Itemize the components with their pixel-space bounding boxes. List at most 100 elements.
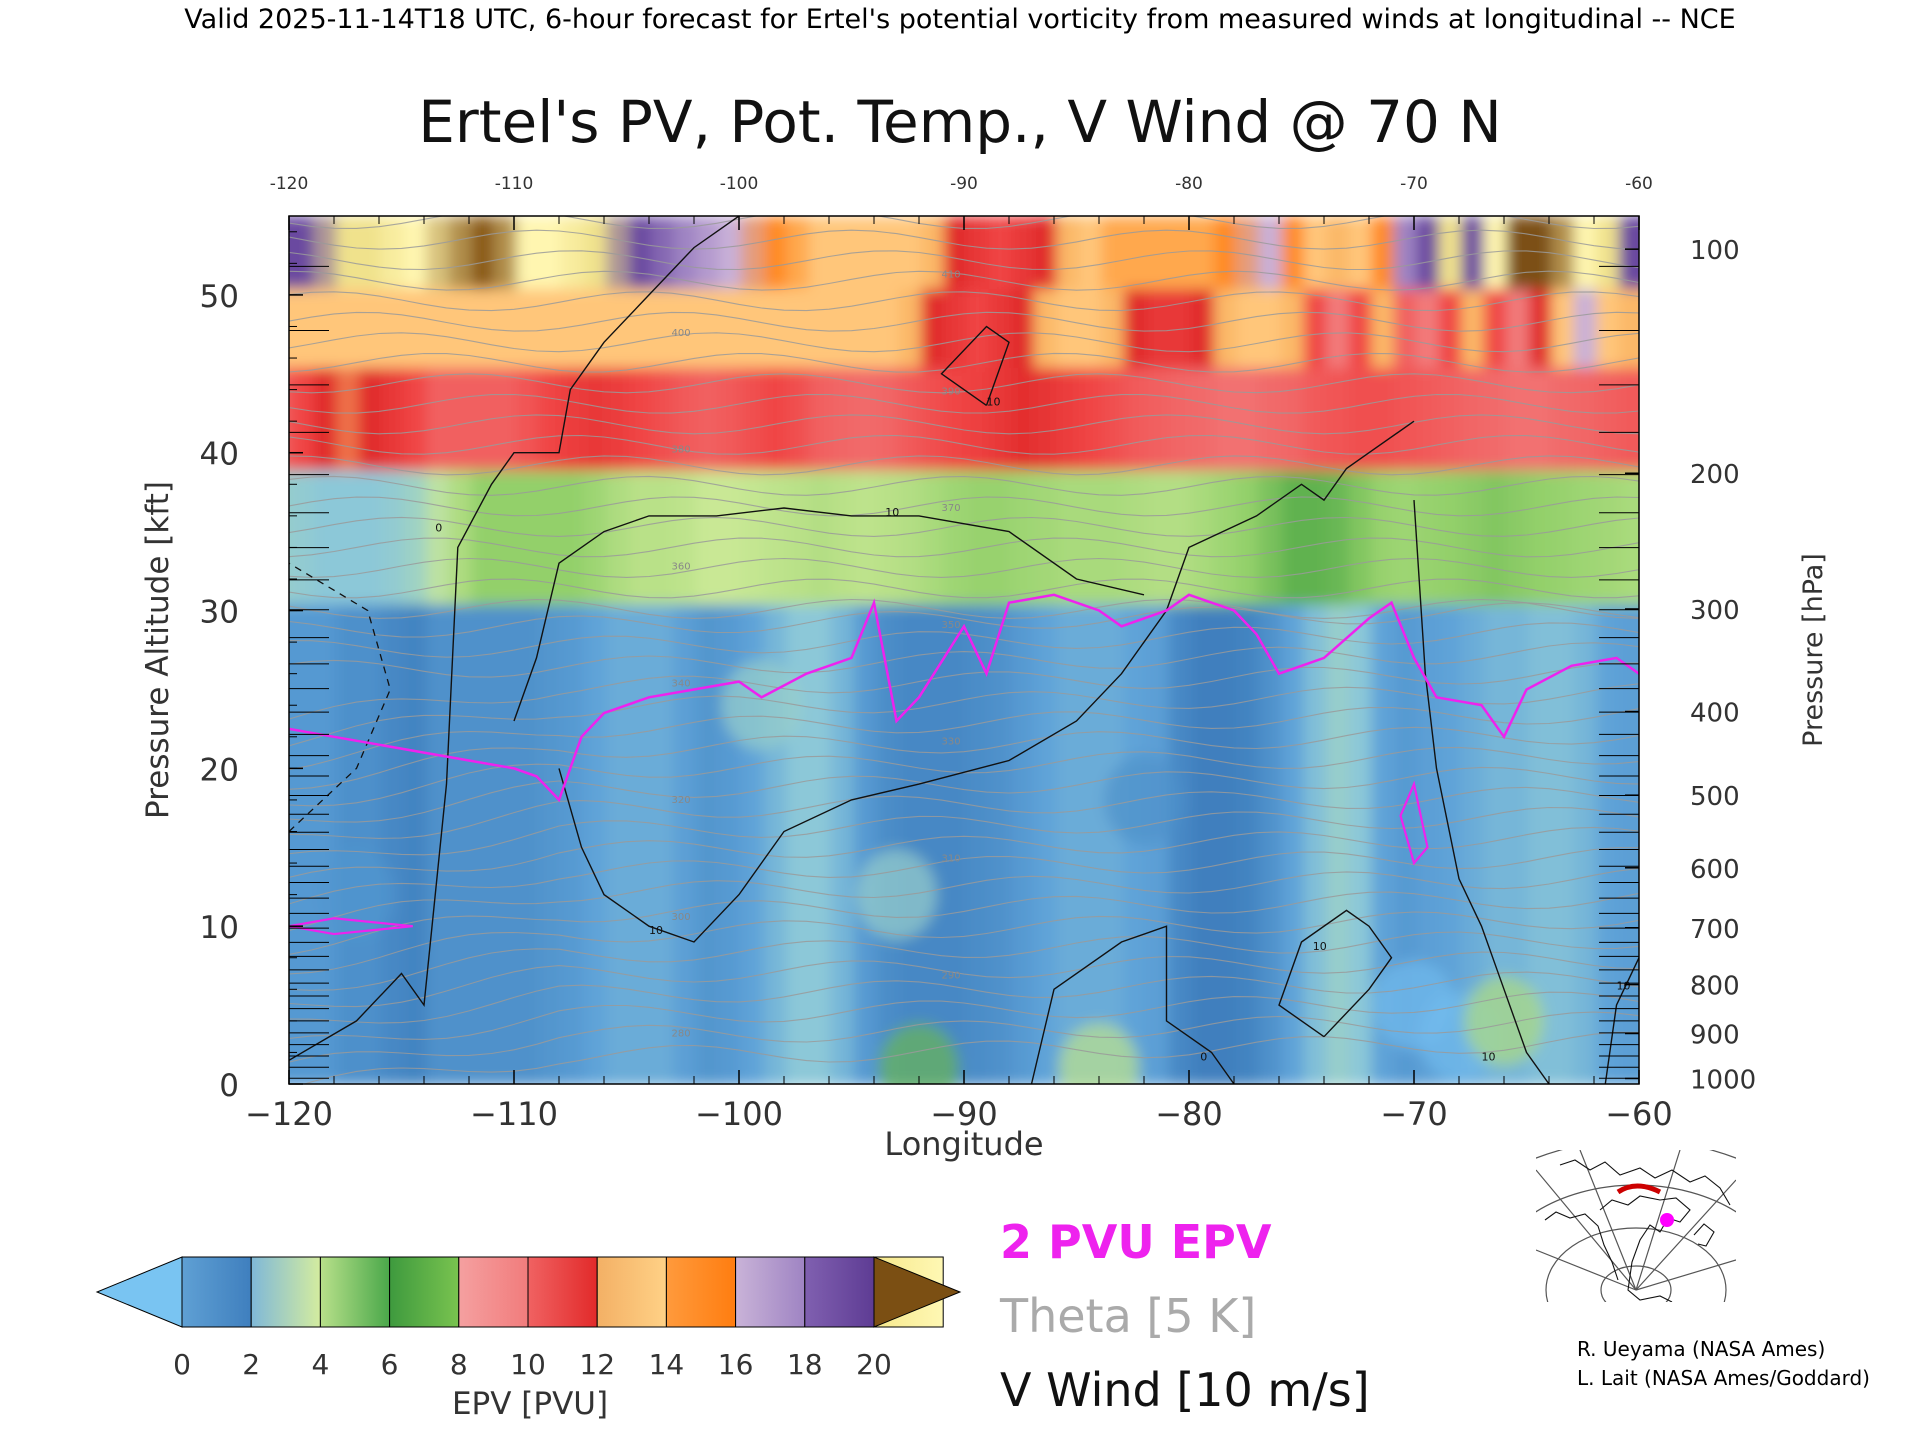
- inset-marker: [1660, 1213, 1674, 1227]
- theta-line: [289, 911, 1639, 975]
- theta-line: [289, 270, 1639, 291]
- colorbar-tick-label: 0: [173, 1348, 191, 1381]
- 2pvu-contour: [289, 593, 1639, 803]
- colorbar-under-arrow: [95, 1256, 183, 1328]
- top-x-tick-label: -90: [950, 174, 978, 194]
- theta-line: [289, 291, 1639, 312]
- credit-line-1: R. Ueyama (NASA Ames): [1577, 1337, 1825, 1361]
- theta-line: [289, 455, 1639, 476]
- colorbar-bin: [596, 1256, 667, 1328]
- pressure-tick-label: 100: [1690, 236, 1740, 266]
- legend-2pvu: 2 PVU EPV: [1000, 1215, 1272, 1269]
- x-tick-label: −80: [1155, 1095, 1223, 1133]
- top-x-tick-label: -60: [1625, 174, 1653, 194]
- colorbar-bin: [250, 1256, 321, 1328]
- pressure-tick-label: 700: [1690, 915, 1740, 945]
- theta-line: [289, 622, 1639, 658]
- colorbar-tick-label: 12: [579, 1348, 615, 1381]
- theta-line: [289, 1011, 1639, 1063]
- colorbar-label: EPV [PVU]: [452, 1386, 608, 1422]
- y-tick-label: 40: [200, 437, 239, 473]
- theta-line: [289, 602, 1639, 638]
- y-tick-label: 10: [200, 910, 239, 946]
- top-x-tick-label: -120: [270, 174, 309, 194]
- pressure-tick-label: 900: [1690, 1020, 1740, 1050]
- colorbar-tick-label: 2: [242, 1348, 260, 1381]
- pressure-tick-label: 800: [1690, 972, 1740, 1002]
- pressure-tick-label: 400: [1690, 699, 1740, 729]
- colorbar-over-arrow: [873, 1256, 962, 1328]
- epv-cell: [316, 849, 397, 940]
- epv-cell: [1618, 602, 1639, 1084]
- theta-label: 280: [672, 1029, 691, 1040]
- colorbar-bin: [804, 1256, 875, 1328]
- theta-label: 330: [942, 737, 961, 748]
- pressure-axis-label: Pressure [hPa]: [1798, 553, 1829, 747]
- colorbar-tick-label: 14: [649, 1348, 685, 1381]
- theta-line: [289, 806, 1639, 856]
- y-tick-label: 0: [219, 1068, 239, 1104]
- x-tick-label: −70: [1380, 1095, 1448, 1133]
- theta-line: [289, 598, 1639, 619]
- inset-track: [1616, 1183, 1662, 1195]
- pressure-tick-label: 1000: [1690, 1065, 1756, 1095]
- vwind-label: 10: [1313, 940, 1327, 953]
- vwind-contours: 0 10 10 10 10 0 10 10: [289, 216, 1639, 1084]
- theta-line: [289, 991, 1639, 1040]
- 2pvu-contour-island: [289, 917, 413, 936]
- colorbar-bin: [527, 1256, 598, 1328]
- pressure-tick-label: 500: [1690, 782, 1740, 812]
- x-axis-ticks: −120 −110 −100 −90 −80 −70 −60: [245, 216, 1673, 1133]
- vwind-label: 10: [987, 395, 1001, 408]
- vwind-label: 10: [649, 924, 663, 937]
- theta-label: 310: [942, 854, 961, 865]
- vwind-label: 10: [1482, 1050, 1496, 1063]
- epv-cell: [1618, 287, 1639, 368]
- colorbar: 0 2 4 6 8 10 12 14 16 18 20: [95, 1256, 962, 1381]
- vwind-line: [558, 420, 1415, 943]
- top-x-tick-label: -100: [720, 174, 759, 194]
- theta-line: [289, 250, 1639, 271]
- theta-line: [289, 766, 1639, 823]
- theta-label: 410: [942, 270, 961, 281]
- theta-line: [289, 931, 1639, 991]
- colorbar-tick-label: 10: [510, 1348, 546, 1381]
- theta-line: [289, 434, 1639, 455]
- colorbar-tick-label: 6: [381, 1348, 399, 1381]
- vwind-line: [1030, 925, 1235, 1084]
- theta-line: [289, 393, 1639, 414]
- theta-label: 290: [942, 970, 961, 981]
- vwind-label: 10: [1617, 979, 1631, 992]
- theta-line: [289, 662, 1639, 720]
- y-tick-label: 20: [200, 752, 239, 788]
- vwind-line: [1278, 909, 1393, 1038]
- epv-cell: [856, 849, 937, 940]
- credit-line-2: L. Lait (NASA Ames/Goddard): [1577, 1366, 1870, 1390]
- theta-line: [289, 496, 1639, 517]
- x-tick-label: −60: [1605, 1095, 1673, 1133]
- theta-line: [289, 578, 1639, 599]
- y-tick-label: 50: [200, 279, 239, 315]
- colorbar-tick-label: 20: [856, 1348, 892, 1381]
- theta-label: 380: [672, 445, 691, 456]
- epv-cell: [1618, 365, 1639, 471]
- vwind-line: [1413, 500, 1550, 1084]
- theta-line: [289, 373, 1639, 394]
- y-tick-label: 30: [200, 595, 239, 631]
- theta-line: [289, 537, 1639, 558]
- epv-cell: [1618, 216, 1639, 289]
- theta-line: [289, 642, 1639, 678]
- theta-label: 300: [672, 912, 691, 923]
- legend-vwind: V Wind [10 m/s]: [1000, 1363, 1370, 1417]
- theta-label: 400: [672, 328, 691, 339]
- colorbar-bin: [389, 1256, 460, 1328]
- theta-line: [289, 311, 1639, 332]
- theta-line: [289, 826, 1639, 878]
- x-tick-label: −120: [245, 1095, 333, 1133]
- theta-line: [289, 414, 1639, 435]
- pressure-tick-label: 300: [1690, 596, 1740, 626]
- theta-line: [289, 951, 1639, 1008]
- top-x-tick-label: -80: [1175, 174, 1203, 194]
- x-tick-label: −110: [470, 1095, 558, 1133]
- vwind-label: 0: [1200, 1050, 1207, 1063]
